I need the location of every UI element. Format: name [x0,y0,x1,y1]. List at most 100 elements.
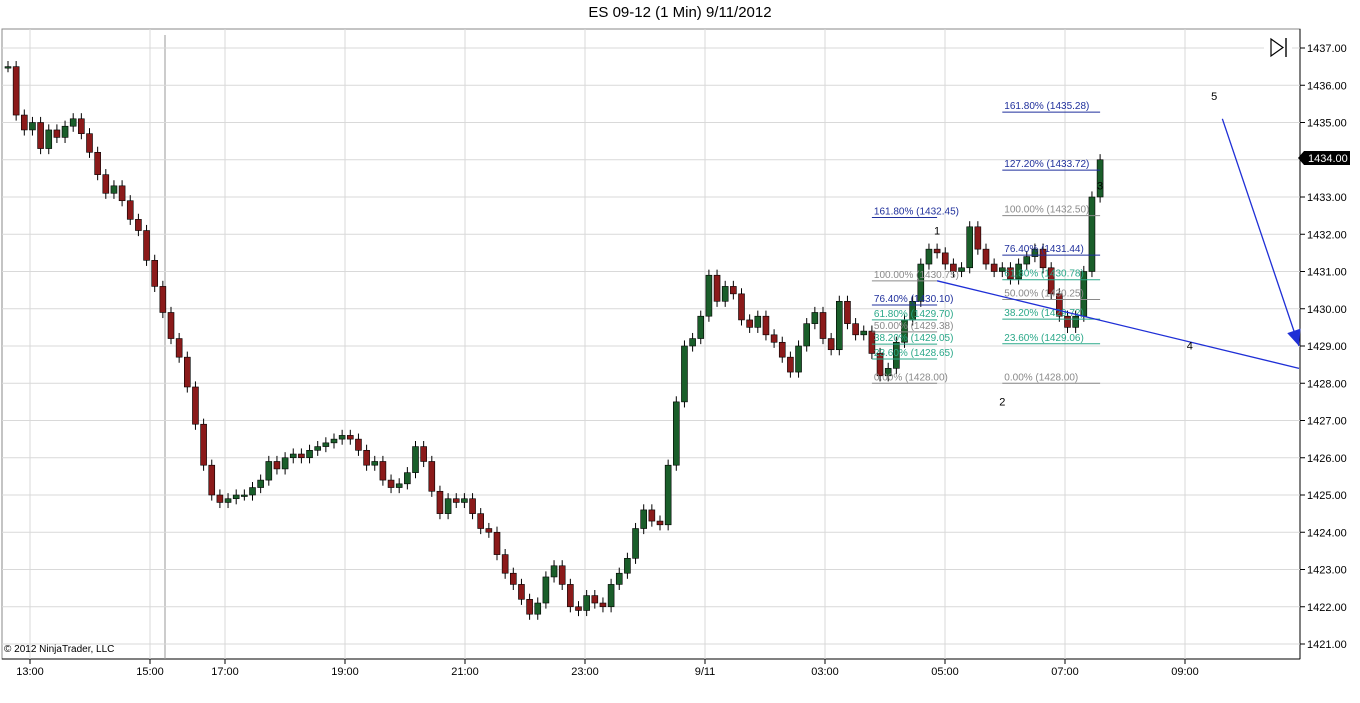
y-tick-label: 1432.00 [1307,229,1347,241]
x-tick-label: 03:00 [811,666,839,678]
price-bar [1039,243,1047,274]
price-bar [950,258,957,278]
x-tick-label: 15:00 [136,666,164,678]
arrow-head [1287,328,1301,346]
fib-level: 127.20% (1433.72) [1002,159,1101,171]
price-bar [550,560,558,583]
x-tick-label: 07:00 [1051,666,1079,678]
price-bar [966,221,974,274]
fib-level-label: 38.20% (1429.72) [1004,308,1084,319]
price-bar [615,567,623,590]
price-bar [265,455,273,486]
price-bar [135,213,142,237]
price-bar [542,571,550,609]
price-bar [12,61,20,121]
price-bar [167,306,175,345]
y-tick-label: 1435.00 [1307,118,1347,130]
price-bar [175,332,183,363]
price-bar [925,243,933,270]
price-bar [672,396,680,471]
price-bar [412,440,419,479]
price-bar [648,504,656,527]
price-bar [94,146,101,181]
y-tick-label: 1425.00 [1307,490,1347,502]
x-tick-label: 09:00 [1171,666,1199,678]
price-bar [713,269,721,307]
price-bar [990,258,998,278]
chart-title: ES 09-12 (1 Min) 9/11/2012 [588,4,772,21]
price-bar [1007,262,1014,285]
price-bar [363,444,370,471]
scroll-to-end-icon[interactable] [1264,36,1292,60]
price-bar [746,314,753,333]
price-bar [1064,310,1071,333]
fib-level: 161.80% (1432.45) [871,206,959,218]
price-bar [273,455,281,475]
fib-level: 0.00% (1428.00) [871,372,948,384]
price-bar [281,452,289,475]
last-price-label: 1434.00 [1308,153,1348,165]
price-bar [844,295,851,330]
wave-label: 4 [1187,341,1193,353]
price-bar [322,437,330,453]
y-tick-label: 1422.00 [1307,602,1347,614]
price-bar [241,489,248,501]
price-bar [1096,154,1104,203]
price-bar [835,295,843,356]
fibonacci-levels: 161.80% (1432.45) 100.00% (1430.75) 76.40%… [871,101,1101,384]
fib-level-label: 23.60% (1429.06) [1004,333,1084,344]
price-bar [45,124,53,155]
price-bar [534,597,542,620]
price-bar [632,522,639,564]
fib-level: 50.00% (1430.25) [1002,288,1101,300]
price-bar [567,578,574,613]
price-bar [738,288,745,326]
price-bar [200,418,207,471]
x-tick-label: 13:00 [16,666,44,678]
price-bar [558,560,566,590]
trend-line [936,280,1300,369]
fib-level-label: 127.20% (1433.72) [1004,159,1089,170]
plot-area[interactable] [1,28,1301,660]
fib-level: 38.20% (1429.05) [871,333,954,345]
price-bar [754,310,762,333]
fib-level: 23.60% (1429.06) [1002,333,1101,345]
price-bar [249,481,256,501]
y-tick-label: 1429.00 [1307,341,1347,353]
fib-level-label: 23.60% (1428.65) [874,348,954,359]
price-bar [811,306,819,330]
price-bar [575,601,582,617]
price-bar [208,459,216,501]
price-bar [933,243,941,259]
fib-level-label: 0.00% (1428.00) [1004,372,1078,383]
price-bar [526,593,533,620]
price-bar [387,474,395,494]
y-tick-label: 1427.00 [1307,416,1347,428]
fib-level: 100.00% (1432.50) [1002,205,1101,217]
price-bar [420,440,427,468]
price-bar [998,262,1006,278]
price-bar [444,493,452,520]
price-bar [762,310,770,341]
price-bar [110,180,118,199]
price-bar [493,526,501,561]
fib-level: 38.20% (1429.72) [1002,308,1101,320]
price-bar [1023,251,1031,270]
y-tick-label: 1430.00 [1307,304,1347,316]
y-tick-label: 1428.00 [1307,378,1347,390]
y-tick-label: 1424.00 [1307,527,1347,539]
price-bar [184,351,191,393]
price-bar [689,332,696,352]
fib-level-label: 38.20% (1429.05) [874,333,954,344]
fib-level-label: 61.80% (1429.70) [874,309,954,320]
fib-level: 23.60% (1428.65) [871,348,954,360]
price-bar [778,336,786,363]
price-bar [371,455,379,471]
price-bar [917,258,925,307]
price-bar [298,448,305,464]
price-bar [591,589,599,609]
price-bar [583,589,590,617]
y-tick-label: 1423.00 [1307,565,1347,577]
price-bar [509,567,517,590]
